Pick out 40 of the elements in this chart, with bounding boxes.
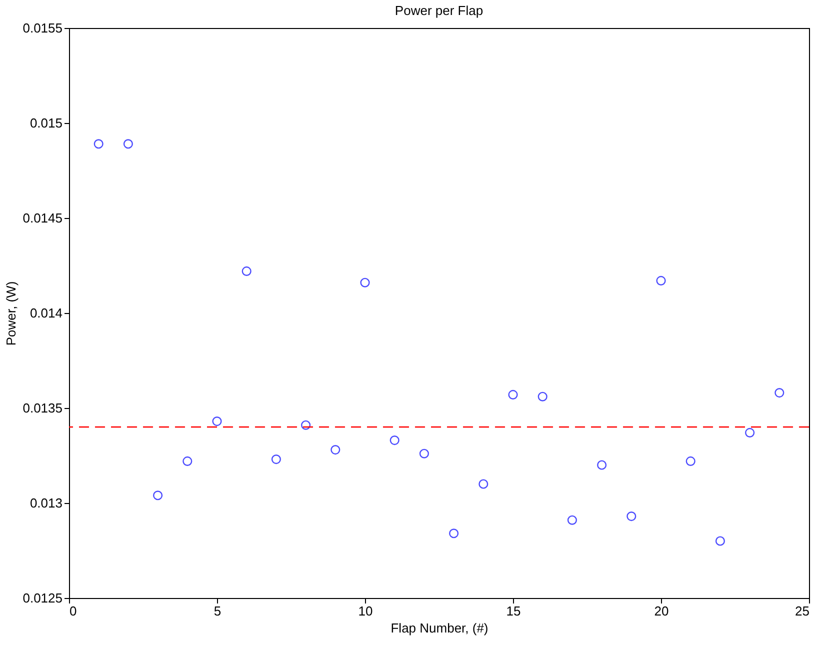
point — [774, 388, 784, 398]
point — [123, 139, 133, 149]
y-tick-label: 0.0145 — [22, 210, 62, 226]
point — [567, 515, 577, 525]
point — [597, 460, 607, 470]
y-tick-label: 0.0135 — [22, 400, 62, 416]
x-tick-label: 25 — [795, 604, 810, 618]
point — [182, 456, 192, 466]
y-tick-label: 0.013 — [30, 496, 62, 510]
point — [330, 445, 340, 455]
point — [715, 536, 725, 546]
y-tick-label: 0.0125 — [22, 590, 62, 606]
point — [508, 390, 518, 400]
point — [301, 420, 311, 430]
x-tick-label: 15 — [506, 604, 521, 618]
point — [271, 454, 281, 464]
x-tick-label: 20 — [654, 604, 669, 618]
point — [656, 276, 666, 286]
point — [449, 528, 459, 538]
point — [212, 416, 222, 426]
point — [538, 392, 548, 402]
chart-title: Power per Flap — [394, 3, 484, 18]
y-tick-label: 0.015 — [30, 116, 62, 130]
y-tick-label: 0.0155 — [22, 20, 62, 36]
point — [390, 436, 400, 446]
point — [242, 266, 252, 276]
x-axis-title: Flap Number, (#) — [390, 620, 488, 636]
point — [360, 278, 370, 288]
point — [94, 139, 104, 149]
point — [153, 490, 163, 500]
x-tick-label: 0 — [70, 604, 77, 618]
x-tick-label: 10 — [358, 604, 373, 618]
y-tick-label: 0.014 — [30, 306, 62, 320]
point — [686, 456, 696, 466]
point — [419, 448, 429, 458]
point — [745, 428, 755, 438]
point — [626, 512, 636, 522]
point — [478, 479, 488, 489]
y-axis-title: Power, (W) — [4, 281, 19, 346]
x-tick-label: 5 — [214, 604, 222, 618]
